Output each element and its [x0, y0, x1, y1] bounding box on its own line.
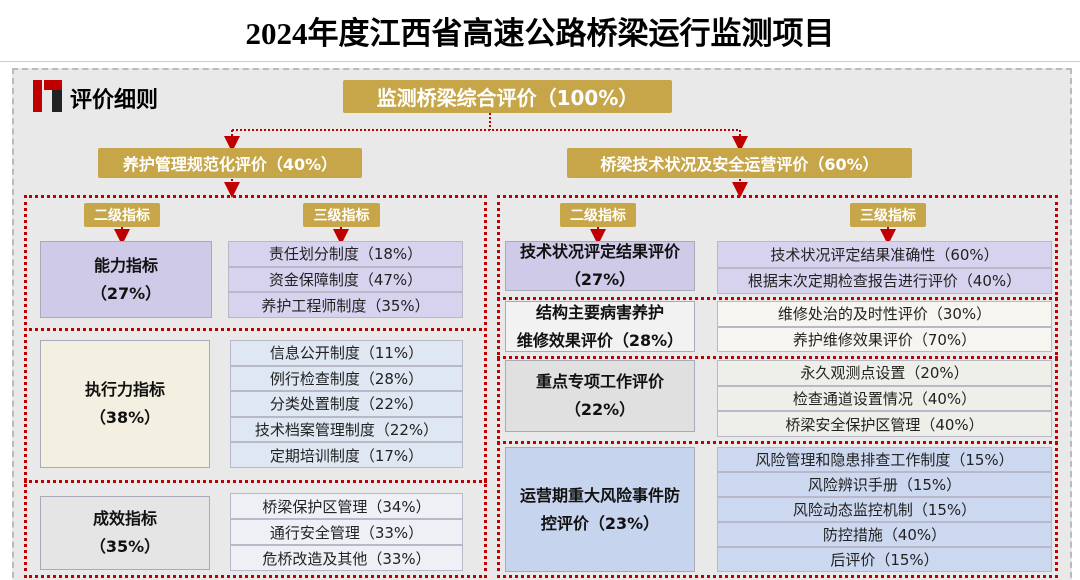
group-label: 结构主要病害养护 — [535, 302, 664, 322]
indicator-item: 桥梁保护区管理（34%） — [230, 493, 463, 519]
indicator-item: 防控措施（40%） — [717, 522, 1052, 547]
icon — [33, 80, 42, 112]
separator — [497, 297, 1058, 300]
level2-header: 二级指标 — [560, 203, 636, 227]
section-label: 评价细则 — [70, 88, 159, 113]
indicator-item: 养护维修效果评价（70%） — [717, 326, 1052, 352]
group-label: （27%） — [90, 283, 162, 303]
indicator-item: 风险动态监控机制（15%） — [717, 497, 1052, 522]
indicator-item: 责任划分制度（18%） — [228, 241, 463, 267]
group-label: 维修效果评价（28%） — [516, 330, 684, 350]
indicator-item: 根据末次定期检查报告进行评价（40%） — [717, 267, 1052, 294]
indicator-item: 信息公开制度（11%） — [230, 340, 463, 366]
indicator-item: 技术状况评定结果准确性（60%） — [717, 241, 1052, 268]
indicator-item: 风险管理和隐患排查工作制度（15%） — [717, 447, 1052, 472]
branch-region — [24, 195, 487, 578]
group-label: 技术状况评定结果评价 — [519, 242, 680, 261]
group-node: 运营期重大风险事件防 控评价（23%） — [505, 447, 695, 572]
group-label: （38%） — [89, 408, 161, 427]
level3-header: 三级指标 — [303, 203, 380, 227]
indicator-item: 例行检查制度（28%） — [230, 365, 463, 392]
separator — [497, 356, 1058, 359]
indicator-item: 危桥改造及其他（33%） — [230, 545, 463, 571]
level3-header: 三级指标 — [850, 203, 926, 227]
group-label: （27%） — [564, 270, 636, 289]
indicator-item: 技术档案管理制度（22%） — [230, 416, 463, 443]
indicator-item: 分类处置制度（22%） — [230, 391, 463, 417]
group-label: （35%） — [89, 537, 161, 556]
group-label: 能力指标 — [93, 255, 158, 275]
group-node: 结构主要病害养护 维修效果评价（28%） — [505, 301, 695, 352]
group-label: 控评价（23%） — [540, 513, 660, 533]
indicator-item: 检查通道设置情况（40%） — [717, 385, 1052, 412]
indicator-item: 桥梁安全保护区管理（40%） — [717, 411, 1052, 437]
group-label: 重点专项工作评价 — [535, 372, 664, 391]
separator — [24, 480, 487, 483]
group-label: 成效指标 — [92, 509, 157, 528]
title: 2024年度江西省高速公路桥梁运行监测项目 — [0, 0, 1080, 62]
indicator-item: 维修处治的及时性评价（30%） — [717, 301, 1052, 327]
group-label: （22%） — [564, 400, 636, 419]
indicator-item: 永久观测点设置（20%） — [717, 360, 1052, 386]
indicator-item: 通行安全管理（33%） — [230, 519, 463, 545]
branch-region — [497, 195, 1058, 578]
group-node: 执行力指标 （38%） — [40, 340, 210, 468]
separator — [24, 328, 487, 331]
root-node: 监测桥梁综合评价（100%） — [343, 80, 672, 113]
indicator-item: 后评价（15%） — [717, 547, 1052, 572]
group-node: 技术状况评定结果评价 （27%） — [505, 241, 695, 291]
group-label: 运营期重大风险事件防 — [519, 485, 680, 505]
indicator-item: 资金保障制度（47%） — [228, 266, 463, 293]
indicator-item: 风险辨识手册（15%） — [717, 472, 1052, 497]
group-node: 成效指标 （35%） — [40, 496, 210, 570]
group-node: 能力指标 （27%） — [40, 241, 212, 318]
level2-header: 二级指标 — [84, 203, 160, 227]
icon — [52, 90, 62, 112]
group-label: 执行力指标 — [84, 380, 165, 399]
branch-node: 养护管理规范化评价（40%） — [98, 148, 362, 178]
indicator-item: 养护工程师制度（35%） — [228, 292, 463, 318]
icon — [44, 80, 62, 90]
separator — [497, 441, 1058, 444]
group-node: 重点专项工作评价 （22%） — [505, 360, 695, 432]
branch-node: 桥梁技术状况及安全运营评价（60%） — [567, 148, 912, 178]
indicator-item: 定期培训制度（17%） — [230, 442, 463, 468]
